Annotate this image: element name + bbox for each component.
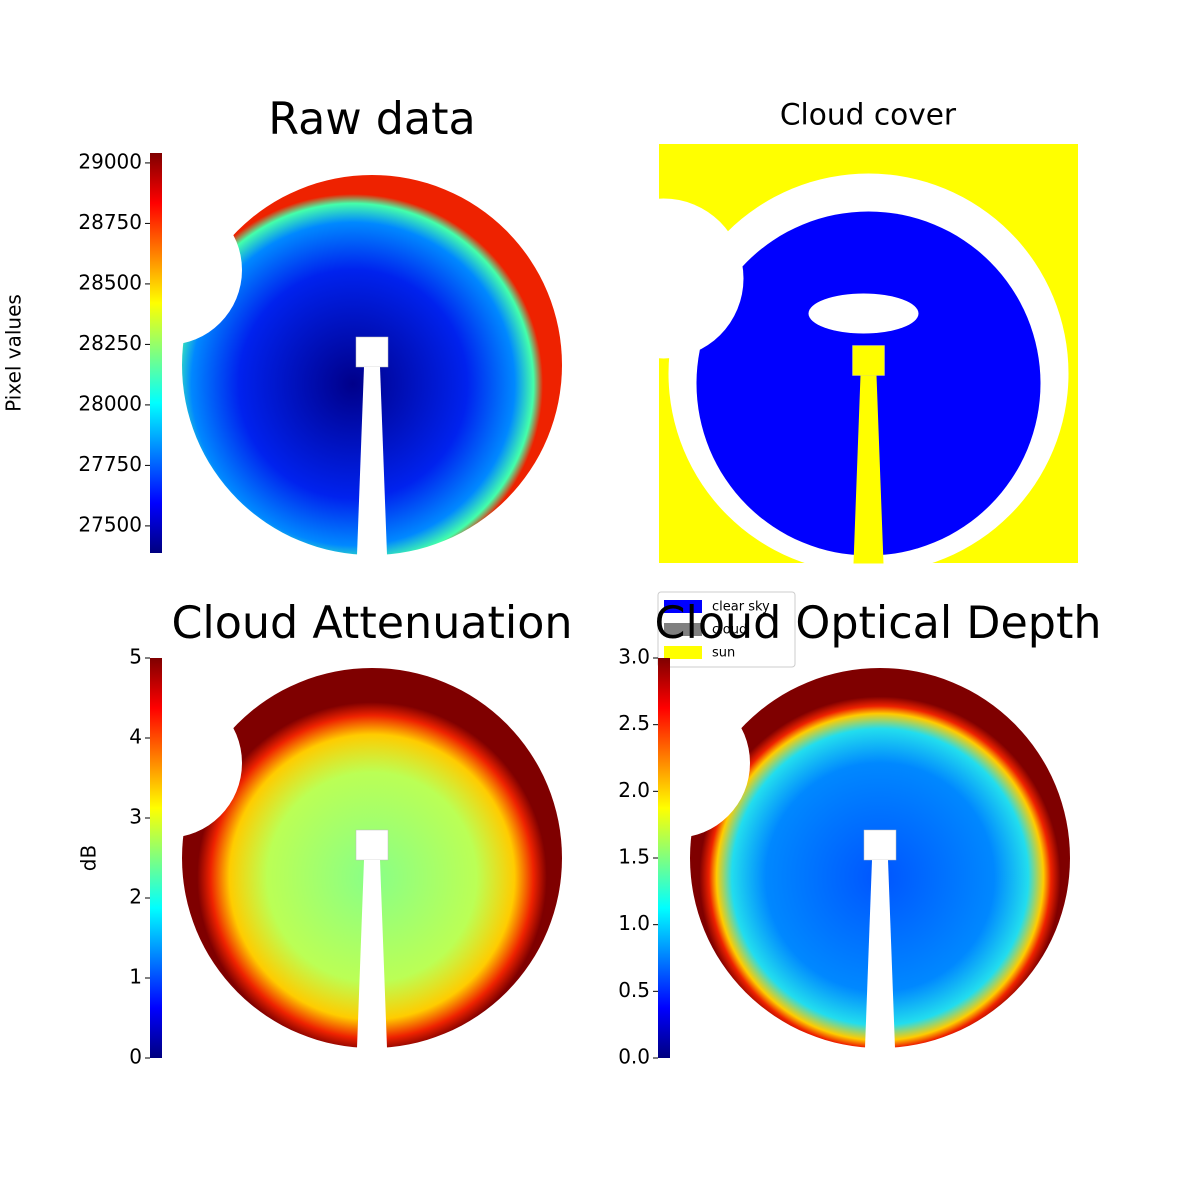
legend-swatch [664, 646, 702, 659]
legend-label: cloud [712, 623, 747, 638]
mast-mask [863, 829, 897, 861]
mask-cloud [808, 293, 919, 334]
colorbar-tick-label: 28250 [78, 331, 142, 355]
colorbar-tick-label: 27750 [78, 452, 142, 476]
legend-swatch [664, 600, 702, 613]
colorbar-tick-label: 3 [129, 805, 142, 829]
colorbar-tick-label: 5 [129, 645, 142, 669]
colorbar-tick-label: 27500 [78, 512, 142, 536]
mast-mask [355, 829, 389, 861]
colorbar-tick-label: 0.0 [618, 1045, 650, 1069]
image-notch [600, 688, 750, 838]
legend-label: sun [712, 646, 735, 661]
image-notch [92, 195, 242, 345]
mast-mask [865, 860, 895, 1048]
colorbar-tick-label: 28750 [78, 210, 142, 234]
colorbar-tick-label: 2 [129, 885, 142, 909]
colorbar-tick-label: 0 [129, 1045, 142, 1069]
colorbar [150, 153, 162, 553]
colorbar [658, 658, 670, 1058]
panel-title: Cloud Attenuation [171, 598, 572, 649]
colorbar-tick-label: 1 [129, 965, 142, 989]
panel-title: Cloud cover [780, 98, 957, 132]
mast-sun [853, 375, 884, 564]
panel-title: Raw data [268, 94, 475, 145]
colorbar-tick-label: 4 [129, 725, 142, 749]
mast-mask [355, 336, 389, 368]
colorbar-tick-label: 28500 [78, 270, 142, 294]
colorbar-tick-label: 1.0 [618, 911, 650, 935]
image-notch [583, 198, 744, 359]
colorbar-label: Pixel values [2, 294, 26, 412]
mast-mask [357, 367, 387, 555]
colorbar-tick-label: 2.0 [618, 778, 650, 802]
colorbar-tick-label: 29000 [78, 149, 142, 173]
mast-mask [357, 860, 387, 1048]
colorbar-tick-label: 28000 [78, 391, 142, 415]
colorbar-label: dB [77, 845, 101, 871]
colorbar-tick-label: 1.5 [618, 845, 650, 869]
colorbar [150, 658, 162, 1058]
image-notch [92, 688, 242, 838]
panel-title: Cloud Optical Depth [654, 598, 1101, 649]
legend-label: clear sky [712, 600, 770, 615]
colorbar-tick-label: 0.5 [618, 978, 650, 1002]
colorbar-tick-label: 3.0 [618, 645, 650, 669]
mast-sun [852, 345, 885, 376]
colorbar-tick-label: 2.5 [618, 711, 650, 735]
legend-swatch [664, 623, 702, 636]
